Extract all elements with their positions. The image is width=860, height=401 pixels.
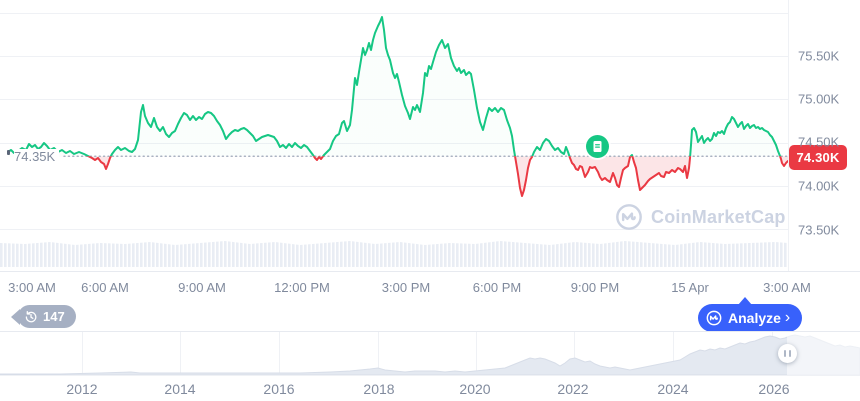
- unselected-range-overlay: [787, 332, 860, 376]
- x-axis-label: 3:00 AM: [763, 280, 811, 295]
- analyze-label: Analyze: [728, 310, 781, 326]
- timeline-year-label: 2016: [263, 381, 295, 397]
- x-axis-label: 3:00 AM: [8, 280, 56, 295]
- news-document-icon: [593, 140, 602, 153]
- events-count-badge[interactable]: 147: [18, 305, 76, 328]
- price-area-below-baseline: [8, 156, 788, 196]
- timeline-year-label: 2018: [363, 381, 395, 397]
- current-price-badge: 74.30K: [789, 145, 847, 170]
- timeline-gridlines: [82, 332, 773, 375]
- y-axis-label: 75.00K: [798, 91, 840, 107]
- timeline-range-selector[interactable]: [0, 331, 860, 377]
- series-start-marker: [7, 150, 10, 155]
- x-axis-label: 15 Apr: [671, 280, 709, 295]
- x-axis-label: 6:00 PM: [472, 280, 522, 295]
- watermark-text: CoinMarketCap: [651, 206, 786, 227]
- clock-history-icon: [25, 310, 37, 322]
- chevron-right-icon: ›: [784, 309, 791, 326]
- coinmarketcap-watermark: CoinMarketCap: [615, 203, 786, 231]
- coinmarketcap-logo-icon: [706, 310, 722, 326]
- x-axis-label: 6:00 AM: [81, 280, 129, 295]
- alltime-price-area: [0, 334, 860, 376]
- analyze-button[interactable]: Analyze ›: [698, 297, 803, 332]
- baseline-price-label: 74.35K: [14, 149, 60, 164]
- x-axis-label: 12:00 PM: [274, 280, 330, 295]
- range-drag-handle[interactable]: [778, 344, 797, 363]
- timeline-year-label: 2014: [164, 381, 196, 397]
- main-price-chart[interactable]: [0, 0, 860, 272]
- x-axis-label: 3:00 PM: [381, 280, 431, 295]
- y-axis-label: 74.50K: [798, 134, 840, 150]
- news-event-marker[interactable]: [586, 135, 609, 158]
- timeline-year-label: 2026: [758, 381, 790, 397]
- timeline-year-label: 2012: [66, 381, 98, 397]
- x-axis-label: 9:00 AM: [178, 280, 226, 295]
- events-count: 147: [43, 309, 65, 324]
- price-area-above-baseline: [8, 17, 781, 157]
- timeline-year-label: 2022: [557, 381, 589, 397]
- y-axis-label: 74.00K: [798, 178, 840, 194]
- y-axis-label: 75.50K: [798, 48, 840, 64]
- volume-strip: [0, 241, 788, 267]
- x-axis-label: 9:00 PM: [570, 280, 620, 295]
- coinmarketcap-logo-icon: [616, 204, 642, 230]
- price-line-green: [7, 16, 782, 157]
- timeline-year-label: 2024: [657, 381, 689, 397]
- y-axis-label: 73.50K: [798, 222, 840, 238]
- timeline-year-label: 2020: [459, 381, 491, 397]
